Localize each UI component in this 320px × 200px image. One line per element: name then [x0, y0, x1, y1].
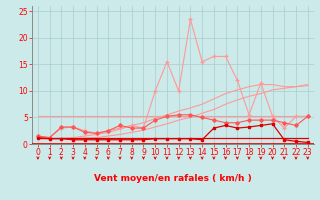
X-axis label: Vent moyen/en rafales ( km/h ): Vent moyen/en rafales ( km/h ) — [94, 174, 252, 183]
